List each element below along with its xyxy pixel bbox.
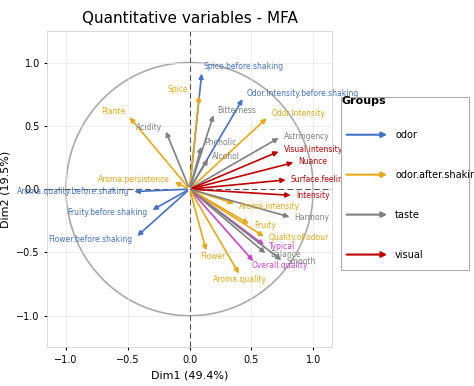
Text: Spice.before.shaking: Spice.before.shaking	[203, 63, 283, 71]
Text: Visual.intensity: Visual.intensity	[283, 145, 343, 154]
Text: Odor.Intensity.before.shaking: Odor.Intensity.before.shaking	[246, 89, 359, 98]
Text: Aroma.quality: Aroma.quality	[213, 274, 267, 284]
Text: Surface.feeling: Surface.feeling	[291, 175, 349, 184]
Text: Aroma.quality.before.shaking: Aroma.quality.before.shaking	[17, 187, 129, 196]
Text: taste: taste	[395, 210, 420, 220]
Text: Groups: Groups	[341, 96, 386, 107]
Text: Astringency: Astringency	[283, 132, 329, 141]
Text: Flower.before.shaking: Flower.before.shaking	[49, 235, 133, 244]
Text: Overall.quality: Overall.quality	[251, 261, 308, 270]
Text: Acidity: Acidity	[136, 123, 163, 132]
Text: Harmony: Harmony	[295, 213, 330, 222]
Y-axis label: Dim2 (19.5%): Dim2 (19.5%)	[0, 151, 11, 228]
Text: Nuance: Nuance	[299, 157, 328, 166]
Text: Plante: Plante	[101, 107, 125, 117]
Text: visual: visual	[395, 250, 424, 259]
Text: odor.after.shaking: odor.after.shaking	[395, 170, 474, 179]
Text: Typical: Typical	[269, 242, 295, 251]
Text: Quality.of.odour: Quality.of.odour	[269, 234, 329, 242]
Text: Balance: Balance	[270, 251, 301, 259]
Text: Alcohol: Alcohol	[212, 152, 240, 161]
Text: Odor.Intensity: Odor.Intensity	[271, 109, 325, 118]
X-axis label: Dim1 (49.4%): Dim1 (49.4%)	[151, 371, 228, 381]
Text: Intensity: Intensity	[296, 191, 329, 200]
Text: Aroma.persistence: Aroma.persistence	[98, 175, 170, 184]
FancyBboxPatch shape	[341, 96, 469, 270]
Text: Aroma.intensity: Aroma.intensity	[239, 202, 300, 211]
Text: odor: odor	[395, 130, 417, 140]
Text: Fruity.before.shaking: Fruity.before.shaking	[67, 208, 147, 217]
Text: Phenolic: Phenolic	[204, 139, 237, 147]
Text: Bitterness: Bitterness	[217, 105, 255, 115]
Text: Spice: Spice	[168, 85, 188, 94]
Text: Flower: Flower	[201, 252, 226, 261]
Title: Quantitative variables - MFA: Quantitative variables - MFA	[82, 10, 298, 25]
Text: Smooth: Smooth	[286, 257, 315, 266]
Text: Fruity: Fruity	[254, 221, 276, 230]
